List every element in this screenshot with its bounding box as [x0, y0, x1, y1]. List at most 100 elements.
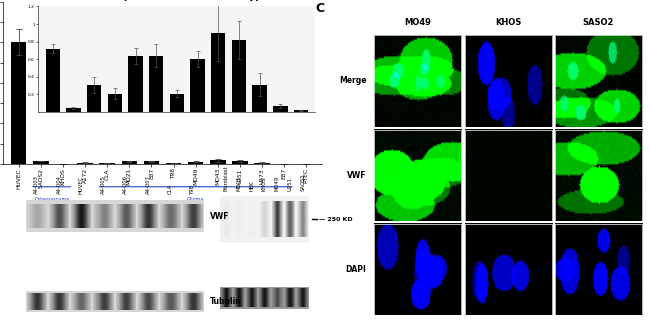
Bar [134, 292, 135, 310]
Bar [122, 292, 123, 310]
Text: VWF: VWF [347, 171, 367, 180]
Bar [110, 292, 111, 310]
Bar [174, 204, 175, 228]
Bar [157, 204, 159, 228]
Text: A4-006: A4-006 [124, 175, 129, 194]
Bar [56, 292, 57, 310]
Bar [29, 292, 31, 310]
Bar [58, 204, 59, 228]
Bar [119, 204, 120, 228]
Bar [190, 292, 192, 310]
Bar [126, 292, 127, 310]
Text: CLA: CLA [168, 184, 173, 194]
Bar [147, 204, 148, 228]
Bar [90, 204, 92, 228]
Bar [199, 292, 200, 310]
Bar [151, 204, 152, 228]
Bar [44, 204, 45, 228]
Bar [36, 292, 38, 310]
Bar [465, 35, 552, 126]
Bar [79, 204, 81, 228]
Text: DAPI: DAPI [346, 265, 367, 274]
Bar [107, 292, 108, 310]
Bar [150, 292, 151, 310]
Bar [177, 204, 179, 228]
Bar [465, 224, 552, 315]
Bar [374, 130, 462, 221]
Bar [111, 204, 112, 228]
Bar [40, 292, 41, 310]
Bar [105, 292, 106, 310]
Bar [132, 292, 133, 310]
Bar [161, 292, 162, 310]
Bar [96, 292, 97, 310]
Bar [124, 204, 125, 228]
Bar [165, 204, 166, 228]
Bar [194, 204, 195, 228]
Bar [32, 292, 34, 310]
Bar [25, 200, 204, 232]
Bar [41, 292, 42, 310]
Bar [49, 204, 50, 228]
Bar [81, 204, 83, 228]
Bar [33, 161, 49, 164]
Bar [65, 204, 66, 228]
Bar [177, 292, 179, 310]
Bar [164, 292, 165, 310]
Bar [142, 292, 143, 310]
Bar [52, 204, 53, 228]
Bar [185, 292, 186, 310]
Text: KHOS: KHOS [495, 19, 521, 27]
Bar [129, 204, 130, 228]
Bar [127, 204, 128, 228]
Bar [170, 204, 172, 228]
Bar [134, 204, 135, 228]
Bar [73, 204, 74, 228]
Bar [123, 292, 124, 310]
Bar [199, 204, 200, 228]
Bar [108, 292, 109, 310]
Bar [555, 130, 642, 221]
Bar [66, 292, 67, 310]
Bar [146, 204, 147, 228]
Bar [67, 204, 68, 228]
Bar [117, 292, 118, 310]
Bar [29, 204, 31, 228]
Bar [72, 204, 73, 228]
Bar [106, 292, 107, 310]
Bar [194, 292, 195, 310]
Bar [51, 292, 52, 310]
Bar [200, 292, 201, 310]
Bar [166, 163, 181, 164]
Bar [166, 204, 168, 228]
Bar [157, 292, 159, 310]
Bar [63, 204, 64, 228]
Bar [99, 163, 115, 164]
Bar [86, 204, 87, 228]
Bar [101, 292, 103, 310]
Bar [147, 292, 148, 310]
Bar [43, 292, 44, 310]
Bar [127, 292, 128, 310]
Bar [58, 292, 59, 310]
Bar [152, 292, 153, 310]
Bar [148, 292, 150, 310]
Bar [202, 292, 203, 310]
Bar [145, 204, 146, 228]
Bar [61, 292, 62, 310]
Bar [49, 292, 50, 310]
Bar [198, 204, 199, 228]
Bar [148, 204, 150, 228]
Bar [141, 204, 142, 228]
Text: SAOS2: SAOS2 [300, 173, 306, 191]
Bar [202, 204, 203, 228]
Bar [161, 204, 162, 228]
Bar [163, 204, 164, 228]
Bar [172, 204, 174, 228]
Bar [176, 204, 177, 228]
Bar [101, 204, 103, 228]
Text: Merge: Merge [339, 76, 367, 85]
Bar [34, 292, 36, 310]
Bar [232, 161, 248, 164]
Bar [193, 204, 194, 228]
